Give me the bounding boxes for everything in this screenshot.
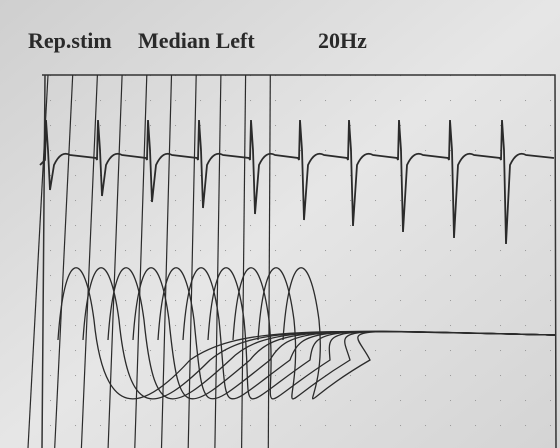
screen-photo: Rep.stim Median Left 20Hz: [0, 0, 560, 448]
title-part: 20Hz: [318, 28, 367, 53]
title-part: Rep.stim: [28, 28, 112, 53]
title-part: Median Left: [138, 28, 255, 53]
grid-dots: [42, 75, 555, 448]
